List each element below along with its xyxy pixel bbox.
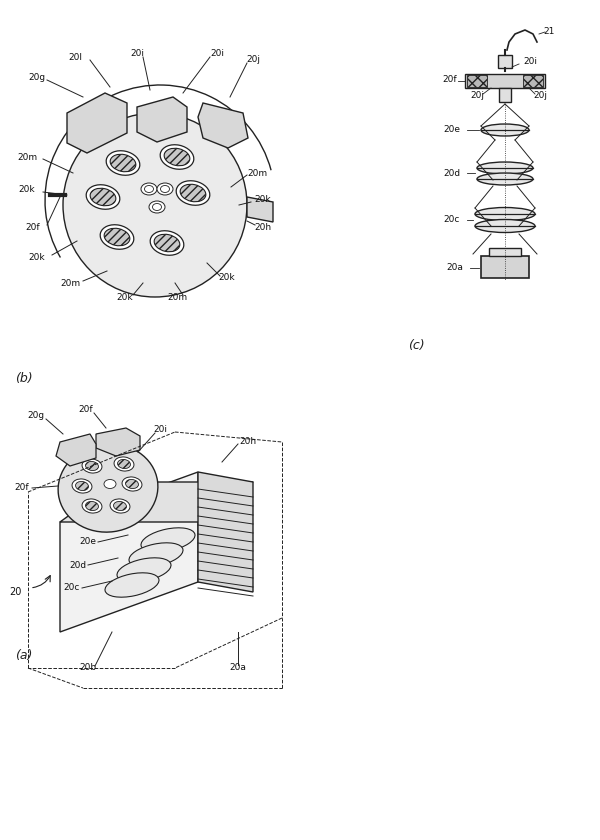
Text: 20k: 20k	[29, 253, 46, 261]
Text: (b): (b)	[15, 372, 32, 385]
Polygon shape	[56, 434, 96, 466]
Ellipse shape	[149, 201, 165, 213]
Bar	[498, 55, 512, 68]
Ellipse shape	[161, 186, 170, 192]
Text: 20f: 20f	[79, 406, 94, 414]
Text: 20e: 20e	[79, 538, 97, 547]
Ellipse shape	[113, 501, 127, 511]
Text: 20i: 20i	[130, 49, 144, 57]
Ellipse shape	[164, 148, 190, 165]
Text: (a): (a)	[15, 649, 32, 662]
Bar	[523, 75, 543, 87]
Ellipse shape	[129, 543, 183, 567]
Text: 20a: 20a	[446, 264, 463, 272]
Polygon shape	[198, 472, 253, 592]
Text: 20k: 20k	[116, 292, 133, 302]
Text: 20j: 20j	[470, 92, 484, 101]
Text: 20m: 20m	[247, 169, 267, 177]
Ellipse shape	[475, 207, 535, 220]
Polygon shape	[96, 428, 140, 456]
Polygon shape	[60, 482, 253, 522]
Text: 20f: 20f	[443, 76, 457, 85]
Text: 20i: 20i	[210, 49, 224, 57]
Bar	[467, 75, 487, 87]
Text: 20k: 20k	[254, 196, 271, 204]
Ellipse shape	[481, 124, 529, 136]
Ellipse shape	[82, 499, 102, 513]
Text: 20l: 20l	[68, 52, 82, 61]
Text: 20c: 20c	[443, 216, 460, 224]
Ellipse shape	[76, 481, 88, 491]
Ellipse shape	[176, 181, 210, 205]
Ellipse shape	[105, 573, 159, 597]
Text: 20k: 20k	[218, 274, 235, 282]
Text: 20f: 20f	[14, 484, 29, 492]
Text: 20k: 20k	[19, 186, 35, 195]
Text: 20g: 20g	[28, 72, 46, 81]
Text: 20h: 20h	[239, 438, 257, 447]
Text: 20m: 20m	[60, 279, 80, 287]
Text: 20j: 20j	[246, 55, 260, 65]
Text: 20m: 20m	[167, 292, 187, 302]
Ellipse shape	[160, 144, 194, 169]
Ellipse shape	[110, 499, 130, 513]
Text: 20d: 20d	[443, 169, 460, 177]
Circle shape	[63, 113, 247, 297]
Ellipse shape	[110, 155, 136, 171]
Ellipse shape	[86, 501, 98, 511]
Ellipse shape	[104, 480, 116, 489]
Ellipse shape	[475, 219, 535, 233]
Ellipse shape	[154, 234, 180, 252]
Ellipse shape	[152, 203, 161, 211]
Text: 21: 21	[543, 28, 554, 36]
Ellipse shape	[86, 461, 98, 470]
Ellipse shape	[90, 188, 116, 206]
Text: 20b: 20b	[79, 664, 97, 673]
Text: 20d: 20d	[70, 560, 86, 570]
Ellipse shape	[106, 150, 140, 176]
Ellipse shape	[118, 459, 130, 469]
Ellipse shape	[100, 225, 134, 249]
Ellipse shape	[180, 184, 206, 202]
Polygon shape	[247, 197, 273, 222]
Bar	[481, 256, 529, 278]
Text: 20i: 20i	[153, 426, 167, 434]
Text: 20h: 20h	[254, 223, 272, 232]
Ellipse shape	[72, 479, 92, 493]
Text: 20j: 20j	[533, 92, 547, 101]
Ellipse shape	[58, 444, 158, 532]
Ellipse shape	[122, 477, 142, 491]
Text: (c): (c)	[408, 339, 425, 352]
Polygon shape	[198, 103, 248, 148]
Ellipse shape	[145, 186, 154, 192]
Text: 20f: 20f	[26, 223, 40, 232]
Ellipse shape	[141, 528, 195, 552]
Text: 20g: 20g	[28, 412, 44, 421]
Ellipse shape	[157, 183, 173, 195]
Ellipse shape	[117, 558, 171, 582]
Text: 20m: 20m	[17, 153, 37, 161]
Bar	[489, 248, 521, 256]
Ellipse shape	[86, 185, 120, 209]
Ellipse shape	[150, 231, 184, 255]
Bar	[465, 74, 545, 88]
Text: 20i: 20i	[523, 57, 537, 66]
Polygon shape	[137, 97, 187, 142]
Text: 20e: 20e	[443, 125, 460, 134]
Ellipse shape	[114, 457, 134, 471]
Bar	[499, 88, 511, 102]
Ellipse shape	[477, 173, 533, 185]
Polygon shape	[67, 93, 127, 153]
Text: 20a: 20a	[230, 664, 247, 673]
Ellipse shape	[82, 459, 102, 473]
Ellipse shape	[141, 183, 157, 195]
Text: 20c: 20c	[64, 584, 80, 592]
Text: 20: 20	[9, 587, 21, 597]
Ellipse shape	[477, 162, 533, 174]
Ellipse shape	[125, 480, 139, 489]
Ellipse shape	[104, 228, 130, 246]
Polygon shape	[60, 472, 198, 632]
